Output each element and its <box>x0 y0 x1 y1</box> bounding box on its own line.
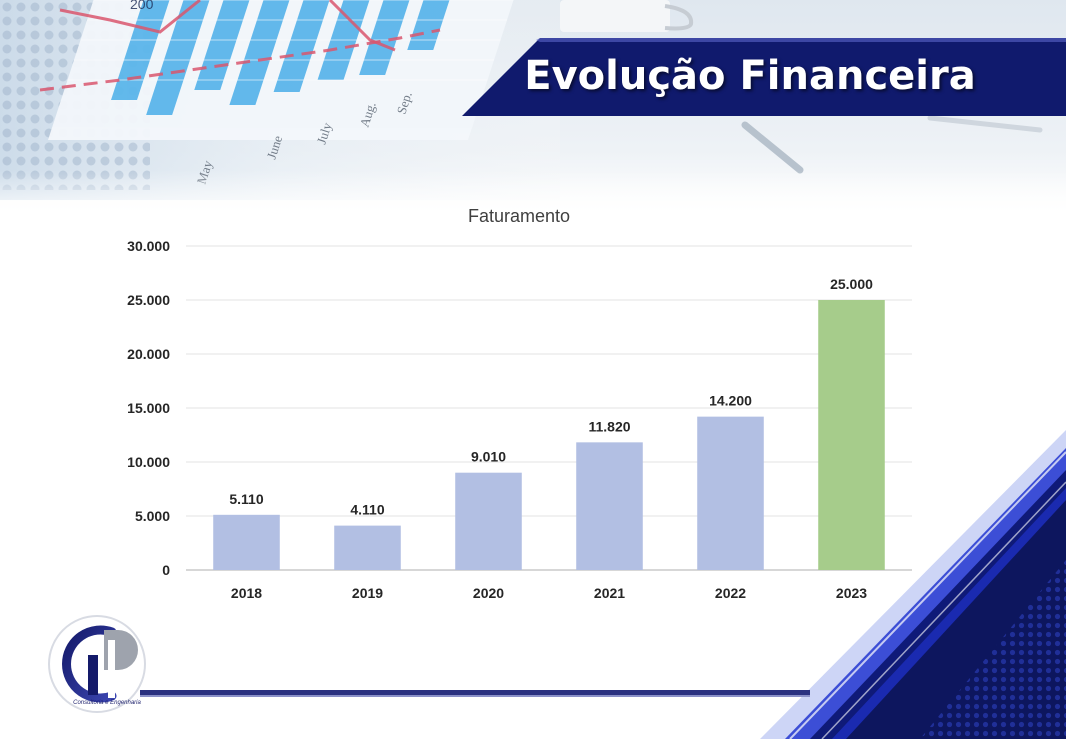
y-tick-label: 5.000 <box>135 508 170 524</box>
photo-cup <box>560 0 670 32</box>
bar <box>455 472 522 570</box>
x-tick-label: 2020 <box>473 585 504 601</box>
bar <box>576 442 643 570</box>
x-tick-label: 2018 <box>231 585 262 601</box>
bar <box>818 300 885 570</box>
x-tick-label: 2021 <box>594 585 625 601</box>
photo-month-label: July <box>314 120 335 146</box>
logo-caption: Consultoria e Engenharia <box>73 700 141 706</box>
y-tick-label: 25.000 <box>127 292 170 308</box>
bar <box>697 416 764 570</box>
bar-value-label: 4.110 <box>350 502 384 518</box>
photo-month-label: Sep. <box>394 90 415 116</box>
photo-pen <box>741 121 804 174</box>
y-tick-label: 0 <box>162 562 170 578</box>
y-tick-label: 20.000 <box>127 346 170 362</box>
x-tick-label: 2022 <box>715 585 746 601</box>
photo-number-label: 200 <box>130 0 154 12</box>
x-tick-label: 2019 <box>352 585 383 601</box>
bar-value-label: 9.010 <box>471 449 506 465</box>
y-tick-label: 15.000 <box>127 400 170 416</box>
bar <box>334 525 401 570</box>
bar <box>213 514 280 570</box>
y-tick-label: 30.000 <box>127 238 170 254</box>
bar-value-label: 11.820 <box>588 418 630 434</box>
footer-rule <box>140 690 810 695</box>
bar-value-label: 25.000 <box>830 276 873 292</box>
photo-month-label: June <box>264 133 286 161</box>
bar-value-label: 14.200 <box>709 393 752 409</box>
bar-value-label: 5.110 <box>229 491 263 507</box>
photo-paper-chart <box>48 0 520 140</box>
corner-stripes <box>760 430 1066 739</box>
company-logo <box>48 615 146 713</box>
title-banner <box>462 38 1066 116</box>
x-tick-label: 2023 <box>836 585 867 601</box>
slide-title: Evolução Financeira <box>524 53 976 99</box>
y-tick-label: 10.000 <box>127 454 170 470</box>
chart-title: Faturamento <box>468 206 570 226</box>
